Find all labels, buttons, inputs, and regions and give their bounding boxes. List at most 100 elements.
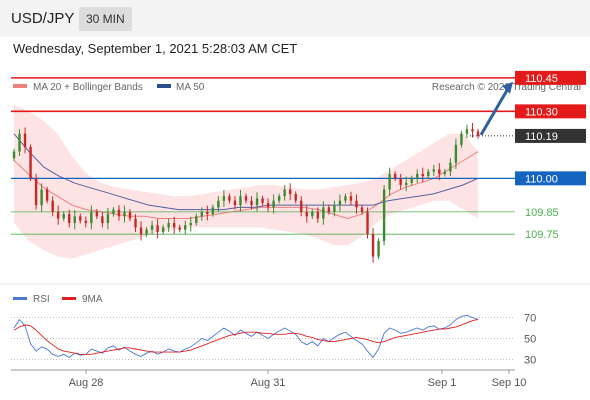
- forecast-arrow: [479, 86, 511, 136]
- candle: [322, 207, 325, 219]
- candle: [101, 216, 104, 224]
- candle: [355, 200, 358, 208]
- candle: [404, 182, 408, 186]
- candle: [172, 223, 176, 228]
- candle: [150, 225, 154, 230]
- candle: [34, 178, 38, 206]
- candle: [200, 211, 204, 217]
- candle: [316, 211, 320, 219]
- rsi-tick-50: 50: [524, 334, 536, 346]
- timeframe-button[interactable]: 30 MIN: [79, 7, 132, 31]
- candle: [465, 129, 469, 134]
- x-label-Sep-10: Sep 10: [492, 377, 527, 389]
- legend-ma50-label: MA 50: [176, 82, 205, 93]
- level-box-110.30: [515, 104, 586, 119]
- candle: [443, 171, 447, 174]
- candle: [145, 229, 148, 235]
- chart-header: USD/JPY 30 MIN: [0, 0, 590, 37]
- candle: [45, 189, 49, 201]
- candle: [432, 169, 436, 172]
- ma9-legend-label: 9MA: [82, 294, 103, 305]
- candle: [184, 225, 187, 230]
- rsi-ma9-line: [13, 319, 479, 355]
- candle: [311, 211, 314, 217]
- level-label-110.00: 110.00: [525, 173, 558, 185]
- candle: [449, 162, 452, 172]
- rsi-tick-30: 30: [524, 355, 536, 367]
- candle: [239, 196, 242, 206]
- candle: [178, 227, 181, 230]
- candle: [12, 151, 16, 159]
- x-label-Aug-28: Aug 28: [69, 377, 104, 389]
- rsi-legend-swatch: [13, 297, 27, 300]
- candle: [338, 200, 342, 206]
- candle: [29, 147, 32, 179]
- candle: [427, 171, 430, 177]
- candle: [128, 211, 132, 219]
- candle: [399, 178, 402, 186]
- candle: [277, 196, 281, 201]
- candle: [344, 196, 347, 201]
- rsi-legend-label: RSI: [33, 294, 50, 305]
- candle: [366, 211, 369, 235]
- rsi-tick-70: 70: [524, 313, 536, 325]
- candle: [454, 144, 458, 163]
- candle: [117, 209, 121, 217]
- candle: [393, 173, 397, 179]
- candle: [73, 216, 76, 224]
- candles-group: [12, 122, 480, 263]
- candle: [421, 173, 424, 177]
- legend-swatch-ma50: [157, 84, 171, 88]
- candle: [228, 196, 231, 201]
- candle: [206, 211, 209, 215]
- rsi-line: [13, 314, 479, 359]
- legend-ma20-label: MA 20 + Bollinger Bands: [33, 82, 143, 93]
- candle: [123, 211, 126, 217]
- candle: [217, 200, 220, 208]
- candle: [40, 189, 43, 206]
- level-box-110.19: [515, 128, 586, 143]
- candle: [416, 173, 419, 179]
- candle: [68, 214, 71, 224]
- candle: [272, 200, 275, 208]
- candle: [250, 200, 253, 206]
- candle: [476, 131, 480, 136]
- candle: [255, 198, 259, 206]
- candle: [90, 211, 93, 224]
- candle: [333, 205, 336, 212]
- candle: [189, 223, 192, 226]
- candle: [327, 207, 331, 212]
- candle: [62, 214, 65, 219]
- candle: [283, 189, 286, 197]
- candle: [156, 225, 159, 232]
- forecast-arrow-head: [502, 81, 513, 94]
- candle: [377, 240, 380, 257]
- candle: [211, 207, 215, 215]
- candle: [471, 129, 474, 132]
- bollinger-band: [14, 104, 478, 259]
- candle: [294, 193, 297, 201]
- candle: [382, 189, 386, 241]
- candle: [360, 207, 364, 212]
- candle: [266, 202, 270, 208]
- candle: [388, 173, 391, 190]
- candle: [84, 220, 88, 224]
- candle: [349, 196, 353, 201]
- candle: [112, 209, 115, 215]
- candle: [438, 169, 441, 174]
- candle: [244, 196, 248, 201]
- candle: [161, 227, 165, 232]
- candle: [139, 227, 143, 235]
- candle: [56, 211, 60, 219]
- candle: [167, 223, 170, 228]
- ma9-legend-swatch: [62, 297, 76, 300]
- candle: [305, 211, 308, 217]
- candle: [222, 196, 226, 201]
- chart-datetime: Wednesday, September 1, 2021 5:28:03 AM …: [13, 41, 298, 56]
- legend-swatch-ma20: [13, 84, 27, 88]
- symbol-label: USD/JPY: [11, 10, 75, 27]
- chart-legend: MA 20 + Bollinger Bands MA 50 Research ©…: [13, 82, 581, 93]
- candle: [134, 218, 137, 228]
- candle: [288, 189, 292, 194]
